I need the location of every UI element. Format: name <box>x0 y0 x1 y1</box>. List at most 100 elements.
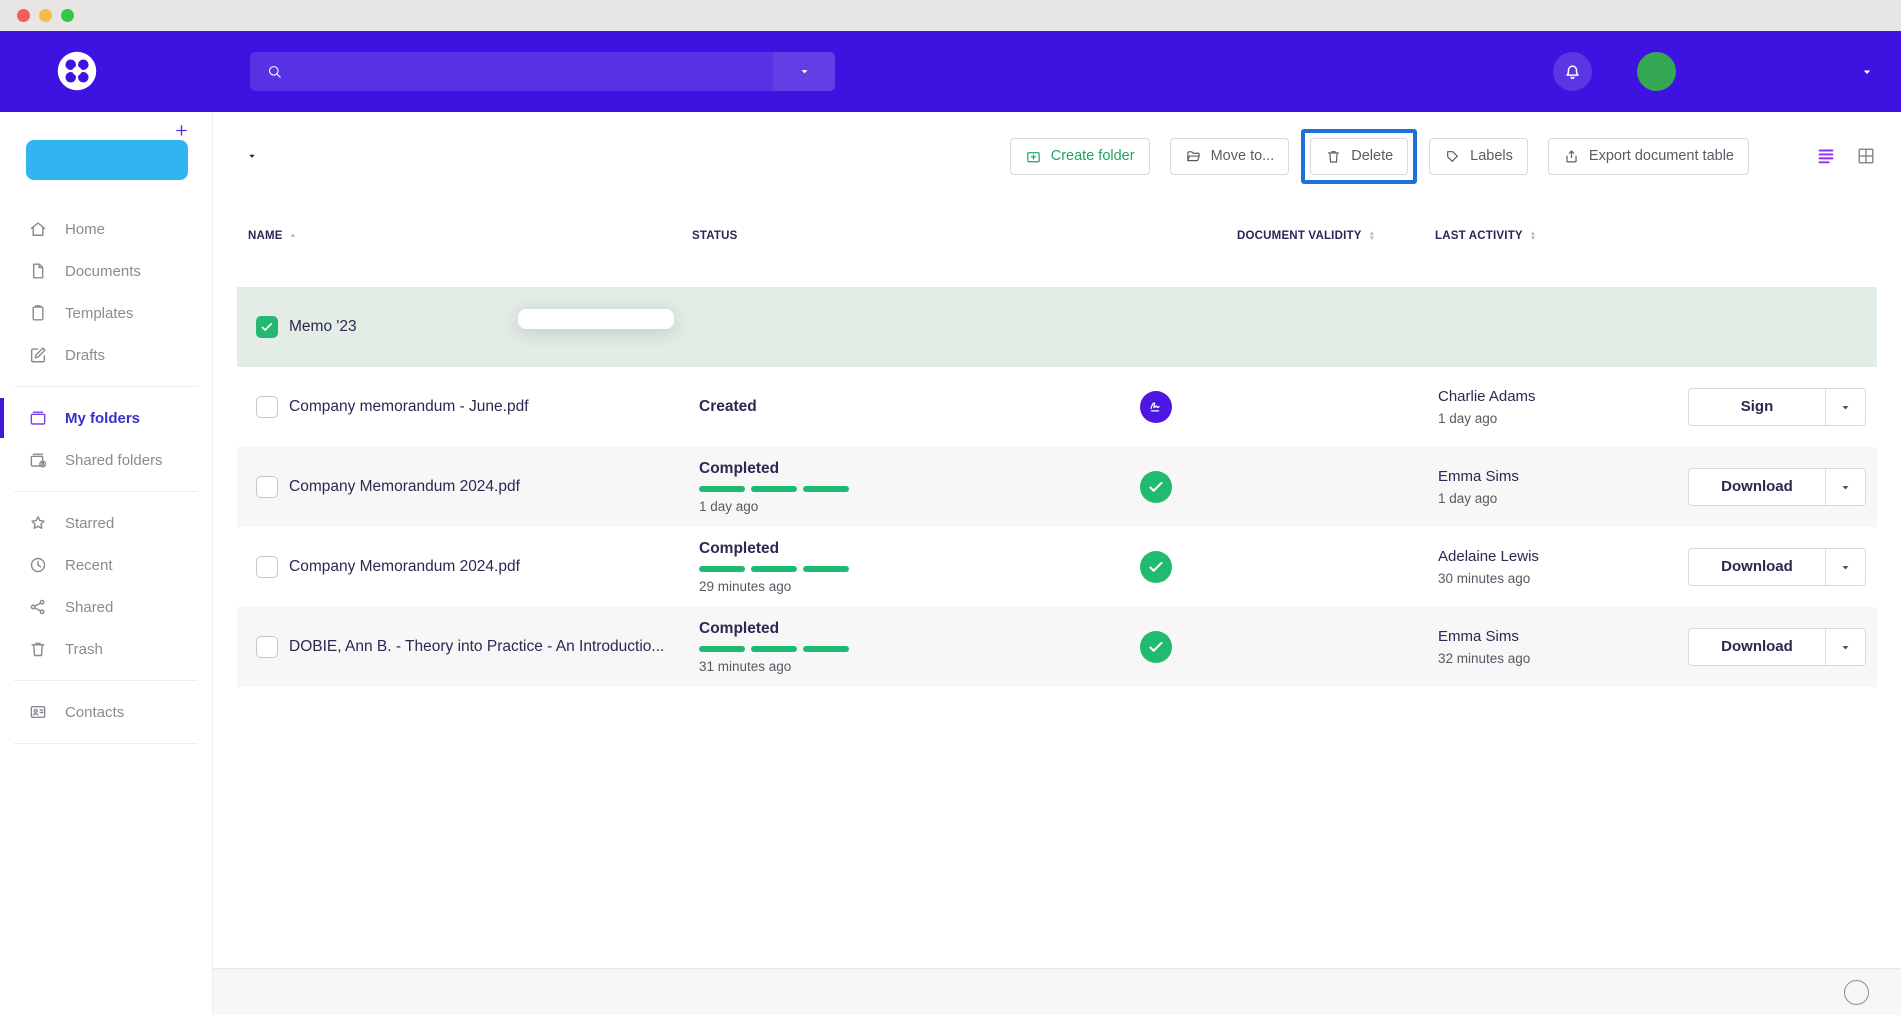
row-checkbox[interactable] <box>256 316 278 338</box>
row-status: Completed 1 day ago <box>699 460 849 514</box>
row-action-button[interactable]: Download <box>1688 468 1866 506</box>
row-last-activity: Emma Sims 32 minutes ago <box>1438 628 1530 666</box>
progress-bar <box>699 486 849 492</box>
row-checkbox[interactable] <box>256 476 278 498</box>
window-close-button[interactable] <box>17 9 30 22</box>
sidebar-item[interactable]: My folders <box>0 397 212 439</box>
sidebar-item[interactable]: Documents <box>0 250 212 292</box>
column-header[interactable]: DOCUMENT VALIDITY <box>1237 230 1375 242</box>
share-icon <box>28 597 48 617</box>
new-document-button[interactable] <box>26 140 188 180</box>
folder-plus-icon <box>1025 148 1042 165</box>
row-action-label: Sign <box>1740 398 1774 415</box>
sidebar-item[interactable]: Starred <box>0 502 212 544</box>
toolbar-button-wrap: Delete <box>1301 128 1418 184</box>
validity-badge-icon <box>1140 471 1172 503</box>
divider <box>14 491 198 492</box>
sidebar-item-label: Home <box>65 220 106 238</box>
user-menu-caret-icon[interactable] <box>1860 65 1874 79</box>
grid-view-icon[interactable] <box>1855 145 1877 167</box>
chevron-down-icon <box>1839 401 1852 414</box>
sidebar-item[interactable]: Contacts <box>0 691 212 733</box>
table-row[interactable]: Memo '23 <box>237 287 1877 367</box>
divider <box>14 680 198 681</box>
table-row[interactable]: Company memorandum - June.pdf Created Ch… <box>237 367 1877 447</box>
row-checkbox[interactable] <box>256 556 278 578</box>
toolbar-button[interactable]: Export document table <box>1547 137 1749 175</box>
row-checkbox[interactable] <box>256 636 278 658</box>
trash-icon <box>28 639 48 659</box>
add-filter-button[interactable] <box>173 122 190 139</box>
status-time: 29 minutes ago <box>699 579 792 594</box>
sort-icon <box>1530 231 1537 242</box>
app-header <box>0 31 1901 112</box>
sidebar-item-label: My folders <box>65 409 141 427</box>
main-content: Create folder Move to... Delete Labels E… <box>213 112 1901 1015</box>
progress-bar <box>699 646 849 652</box>
check-icon <box>1140 471 1172 503</box>
row-action-button[interactable]: Download <box>1688 628 1866 666</box>
list-view-icon[interactable] <box>1815 145 1837 167</box>
sidebar-item[interactable]: Home <box>0 208 212 250</box>
table-row[interactable]: Company Memorandum 2024.pdf Completed 29… <box>237 527 1877 607</box>
context-menu <box>518 309 674 329</box>
sidebar-item[interactable]: Trash <box>0 628 212 670</box>
validity-badge-icon <box>1140 391 1172 423</box>
table-row[interactable]: DOBIE, Ann B. - Theory into Practice - A… <box>237 607 1877 687</box>
activity-user: Charlie Adams <box>1438 388 1536 405</box>
page-title-dropdown[interactable] <box>237 150 258 162</box>
toolbar-button[interactable]: Labels <box>1429 137 1528 175</box>
toolbar-button[interactable]: Delete <box>1310 137 1409 175</box>
activity-time: 1 day ago <box>1438 411 1498 426</box>
table-row[interactable]: Company Memorandum 2024.pdf Completed 1 … <box>237 447 1877 527</box>
column-header[interactable]: LAST ACTIVITY <box>1435 230 1536 242</box>
search-scope-dropdown[interactable] <box>773 52 835 91</box>
search-input[interactable] <box>296 63 773 80</box>
progress-bar <box>699 566 849 572</box>
sidebar-item[interactable]: Recent <box>0 544 212 586</box>
toolbar-button-wrap: Move to... <box>1169 137 1290 175</box>
row-action-button[interactable]: Sign <box>1688 388 1866 426</box>
toolbar-button-label: Labels <box>1470 148 1513 164</box>
circularo-logo-icon <box>57 51 97 91</box>
row-status: Completed 29 minutes ago <box>699 540 849 594</box>
row-checkbox[interactable] <box>256 396 278 418</box>
column-header-label: STATUS <box>692 230 738 242</box>
row-action-dropdown[interactable] <box>1825 469 1865 505</box>
activity-time: 1 day ago <box>1438 491 1498 506</box>
notifications-button[interactable] <box>1553 52 1592 91</box>
window-minimize-button[interactable] <box>39 9 52 22</box>
sidebar-item[interactable]: Shared <box>0 586 212 628</box>
clock-icon <box>28 555 48 575</box>
user-avatar[interactable] <box>1637 52 1676 91</box>
toolbar-button-wrap: Export document table <box>1547 137 1749 175</box>
sort-icon <box>1369 231 1376 242</box>
sidebar-item[interactable]: Shared folders <box>0 439 212 481</box>
toolbar-button[interactable]: Create folder <box>1009 137 1150 175</box>
toolbar-button-label: Delete <box>1351 148 1394 164</box>
window-zoom-button[interactable] <box>61 9 74 22</box>
folder-icon <box>28 408 48 428</box>
row-action-dropdown[interactable] <box>1825 549 1865 585</box>
toolbar-button-wrap: Labels <box>1429 137 1528 175</box>
document-table: Memo '23 Company memorandum - June.pdf C… <box>237 287 1877 687</box>
column-header[interactable]: STATUS <box>692 230 738 242</box>
activity-time: 30 minutes ago <box>1438 571 1531 586</box>
row-action-label: Download <box>1721 478 1793 495</box>
row-status: Created <box>699 398 757 416</box>
row-last-activity: Emma Sims 1 day ago <box>1438 468 1519 506</box>
toolbar-button[interactable]: Move to... <box>1169 137 1290 175</box>
chevron-down-icon <box>1839 641 1852 654</box>
sidebar-item-label: Templates <box>65 304 134 322</box>
row-action-label: Download <box>1721 558 1793 575</box>
sidebar-item[interactable]: Drafts <box>0 334 212 376</box>
row-action-button[interactable]: Download <box>1688 548 1866 586</box>
file-icon <box>28 261 48 281</box>
help-button[interactable] <box>1844 979 1869 1005</box>
sidebar-item[interactable]: Templates <box>0 292 212 334</box>
column-header[interactable]: NAME <box>248 230 296 242</box>
row-action-dropdown[interactable] <box>1825 389 1865 425</box>
row-action-dropdown[interactable] <box>1825 629 1865 665</box>
sidebar-item-label: Recent <box>65 556 113 574</box>
sidebar-nav: Home Documents Templates Drafts My folde… <box>0 208 212 754</box>
